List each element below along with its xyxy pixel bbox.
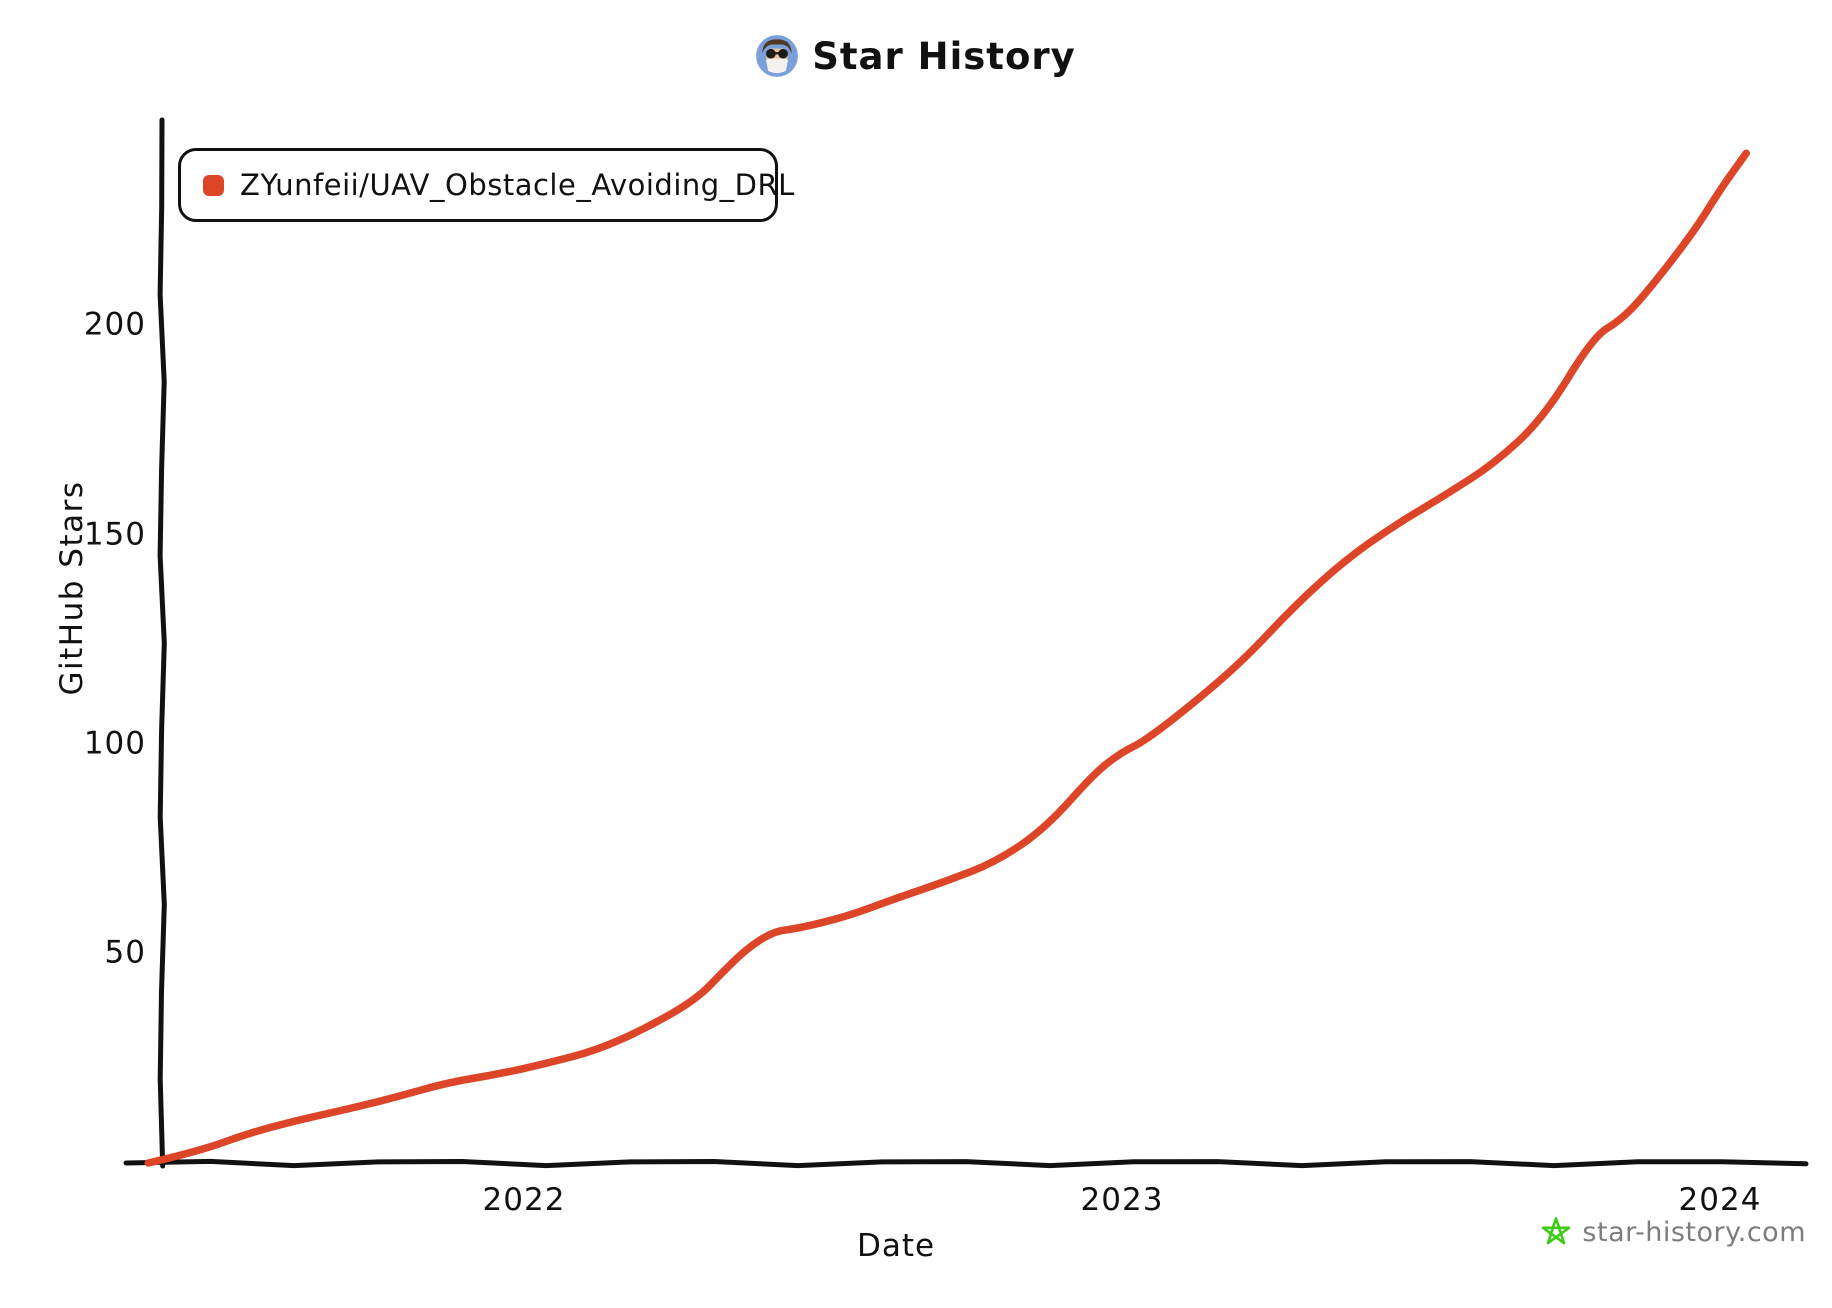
y-tick-200: 200 [83,306,146,343]
y-tick-100: 100 [83,725,146,762]
x-tick-2024: 2024 [1678,1182,1762,1218]
user-avatar-icon [756,35,799,77]
y-tick-50: 50 [104,934,146,971]
footer-site-link[interactable]: star-history.com [1540,1212,1806,1252]
page-title: Star History [812,34,1076,78]
chart-header: Star History [0,28,1832,84]
x-axis-line [123,1158,1809,1169]
legend-item-repo[interactable]: ZYunfeii/UAV_Obstacle_Avoiding_DRL [178,148,794,222]
footer-site-label: star-history.com [1582,1216,1806,1248]
y-axis-title: GitHub Stars [54,480,90,696]
x-tick-2023: 2023 [1080,1182,1164,1218]
y-axis-line [157,117,167,1169]
y-tick-150: 150 [83,516,146,553]
avatar-graphic [756,35,799,77]
legend-series-label: ZYunfeii/UAV_Obstacle_Avoiding_DRL [240,168,795,202]
x-axis-title: Date [856,1228,936,1264]
star-history-logo-icon [1542,1217,1571,1245]
series-line-0 [144,149,1750,1167]
x-tick-2022: 2022 [482,1182,566,1218]
legend-marker-icon [203,174,224,196]
